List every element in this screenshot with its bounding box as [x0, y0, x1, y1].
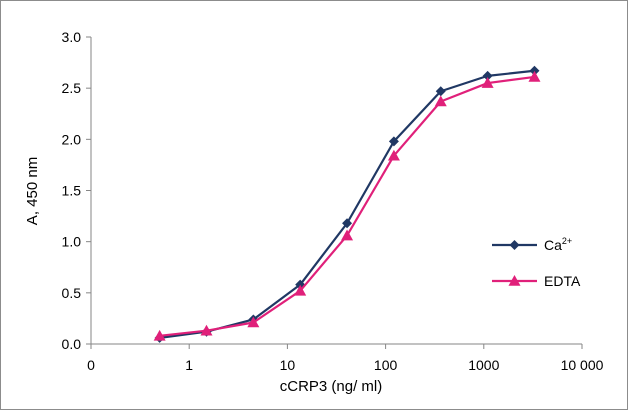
legend-item-2: EDTA [492, 273, 581, 289]
data-point [153, 329, 166, 341]
legend-marker [509, 240, 520, 250]
axes [90, 37, 582, 345]
x-tick-label: 10 [280, 357, 296, 373]
x-tick-label: 10 000 [561, 357, 604, 373]
data-point [247, 316, 260, 328]
x-tick-label: 1000 [468, 357, 499, 373]
y-tick-label: 3.0 [62, 29, 82, 45]
data-point [341, 229, 354, 241]
data-point [388, 136, 399, 147]
y-ticks: 0.0 0.5 1.0 1.5 2.0 2.5 3.0 [62, 29, 91, 352]
x-tick-label: 1 [185, 357, 193, 373]
y-axis-label: A, 450 nm [24, 157, 41, 225]
data-point [387, 149, 400, 161]
series-line [159, 69, 535, 339]
y-tick-label: 0.0 [62, 336, 82, 352]
data-point [529, 65, 540, 76]
legend-label: Ca2+ [544, 236, 572, 253]
x-tick-label: 100 [374, 357, 398, 373]
y-tick-label: 1.5 [62, 183, 82, 199]
data-point [528, 70, 541, 82]
series-line [159, 75, 535, 337]
x-tick-label: 0 [87, 357, 95, 373]
legend-marker [508, 275, 521, 286]
data-point [435, 86, 446, 97]
series-1 [154, 65, 540, 343]
y-tick-label: 2.0 [62, 131, 82, 147]
data-point [482, 70, 493, 81]
legend-item-1: Ca2+ [492, 236, 572, 253]
data-point [294, 284, 307, 296]
x-axis-label: cCRP3 (ng/ ml) [280, 378, 383, 395]
legend-label: EDTA [544, 273, 581, 289]
series-group [153, 65, 541, 343]
x-ticks: 0 1 10 100 1000 10 000 [87, 344, 604, 373]
y-tick-label: 0.5 [62, 285, 82, 301]
data-point [200, 324, 213, 336]
legend: Ca2+ EDTA [492, 236, 581, 289]
series-2 [153, 70, 541, 341]
y-tick-label: 1.0 [62, 234, 82, 250]
data-point [434, 95, 447, 107]
y-tick-label: 2.5 [62, 80, 82, 96]
legend-label-superscript: 2+ [562, 236, 572, 246]
data-point [342, 218, 353, 229]
data-point [481, 77, 494, 88]
